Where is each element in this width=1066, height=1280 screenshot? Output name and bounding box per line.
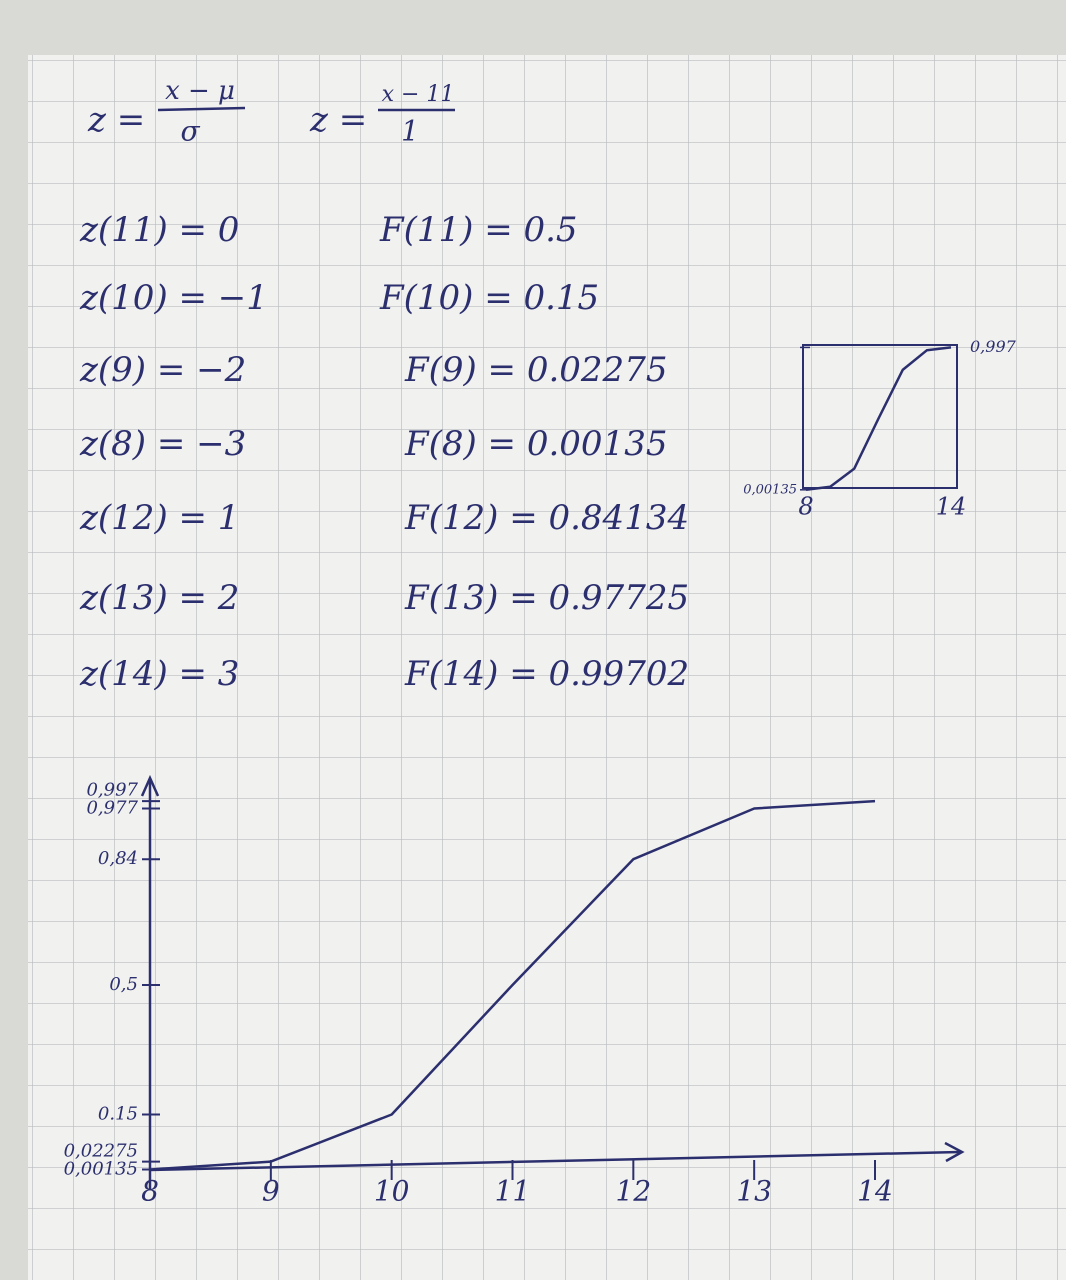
y-tick-label: 0,00135	[64, 1159, 138, 1180]
x-tick-label: 8	[798, 493, 813, 521]
formula-numerator: x − μ	[165, 76, 235, 106]
formula-denominator: 1	[401, 115, 419, 148]
x-tick-label: 9	[262, 1175, 280, 1208]
f-row: F(10) = 0.15	[379, 278, 599, 318]
x-tick-label: 14	[857, 1175, 893, 1208]
x-tick-label: 14	[936, 493, 967, 521]
y-tick-label: 0.15	[98, 1104, 138, 1125]
formula-denominator: σ	[180, 115, 200, 148]
f-row: F(11) = 0.5	[379, 210, 578, 250]
f-row: F(13) = 0.97725	[404, 578, 689, 618]
x-axis	[149, 1150, 961, 1172]
y-tick-label: 0,00135	[743, 482, 797, 497]
small-cdf-curve	[805, 346, 952, 492]
z-row: z(9) = −2	[79, 350, 246, 390]
z-row: z(11) = 0	[79, 210, 239, 250]
z-row: z(12) = 1	[79, 498, 239, 538]
small-graph-frame	[802, 344, 958, 489]
y-tick-label: 0,997	[86, 780, 138, 801]
y-tick-label: 0,02275	[64, 1141, 138, 1162]
fraction-bar	[157, 106, 246, 112]
small-graph: 8 14 0,00135 0,997	[743, 337, 1016, 521]
z-row: z(14) = 3	[79, 654, 239, 694]
x-arrow	[944, 1141, 965, 1163]
formula-numerator: x − 11	[382, 82, 455, 107]
y-tick-label: 0,977	[86, 798, 138, 819]
formula-lhs: z =	[309, 100, 367, 140]
x-tick-label: 8	[141, 1175, 159, 1208]
z-row: z(13) = 2	[79, 578, 239, 618]
paper-grid	[28, 55, 1066, 1280]
formulas: z = x − μ σ z = x − 11 1	[87, 76, 455, 148]
f-row: F(12) = 0.84134	[404, 498, 689, 538]
z-row: z(8) = −3	[79, 424, 246, 464]
formula-lhs: z =	[87, 100, 145, 140]
x-tick-label: 10	[374, 1175, 410, 1208]
f-row: F(14) = 0.99702	[404, 654, 689, 694]
x-tick-label: 11	[495, 1175, 531, 1208]
y-tick-label: 0,5	[109, 974, 138, 995]
z-row: z(10) = −1	[79, 278, 268, 318]
x-tick-label: 13	[736, 1175, 772, 1208]
f-row: F(9) = 0.02275	[404, 350, 667, 390]
y-tick-label: 0,997	[970, 337, 1017, 356]
x-tick-label: 12	[616, 1175, 652, 1208]
y-tick-label: 0,84	[98, 848, 138, 869]
rows: z(11) = 0 z(10) = −1 z(9) = −2 z(8) = −3 z(1…	[79, 210, 689, 694]
y-arrow	[140, 774, 160, 797]
f-row: F(8) = 0.00135	[404, 424, 667, 464]
cdf-curve	[149, 799, 876, 1171]
